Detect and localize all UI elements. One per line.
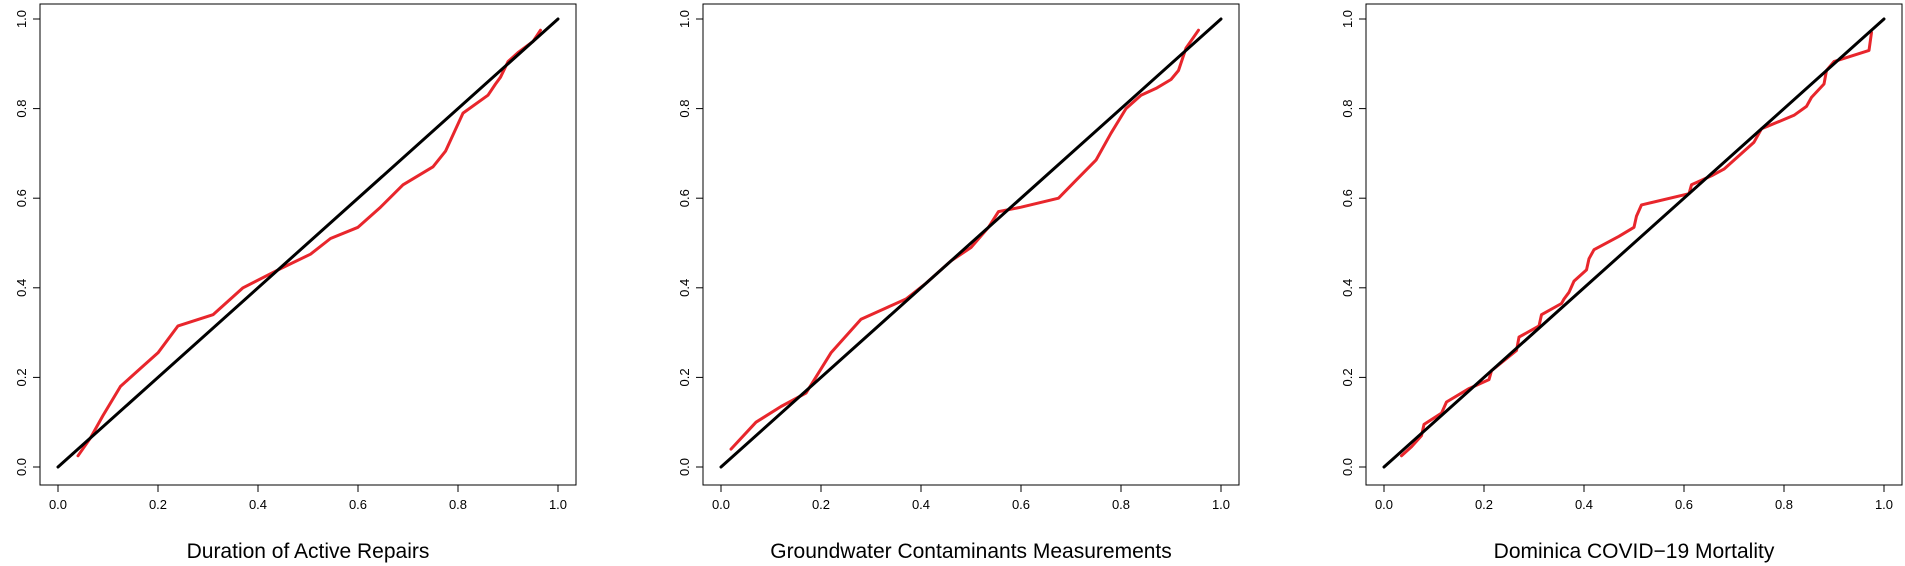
- x-tick-label: 0.4: [1575, 497, 1593, 512]
- x-axis-title: Duration of Active Repairs: [187, 540, 430, 563]
- x-tick-label: 0.2: [149, 497, 167, 512]
- series-reference-line: [56, 17, 560, 469]
- x-tick-label: 0.4: [912, 497, 930, 512]
- x-tick-label: 0.6: [349, 497, 367, 512]
- y-tick-label: 0.0: [14, 458, 29, 476]
- y-tick-label: 0.8: [677, 100, 692, 118]
- x-tick-label: 0.4: [249, 497, 267, 512]
- y-tick-label: 0.6: [677, 189, 692, 207]
- x-tick-label: 0.6: [1675, 497, 1693, 512]
- qq-panel-2: 0.0 0.2 0.4 0.6 0.8 1.0 0.0 0.2 0.4 0.6 0.8 1.0 Grou…: [677, 3, 1240, 563]
- y-tick-label: 0.2: [14, 368, 29, 386]
- x-tick-label: 0.2: [1475, 497, 1493, 512]
- plot-frame: [1365, 3, 1903, 486]
- y-tick-label: 0.4: [1340, 279, 1355, 297]
- series-reference-line: [1382, 17, 1886, 469]
- y-tick-label: 0.2: [677, 368, 692, 386]
- y-tick-label: 0.4: [677, 279, 692, 297]
- x-tick-label: 0.6: [1012, 497, 1030, 512]
- y-tick-label: 0.4: [14, 279, 29, 297]
- x-tick-label: 0.8: [449, 497, 467, 512]
- qq-panel-3: 0.0 0.2 0.4 0.6 0.8 1.0 0.0 0.2 0.4 0.6 0.8 1.0 Domi…: [1340, 3, 1903, 563]
- x-tick-label: 1.0: [1212, 497, 1230, 512]
- plot-frame: [39, 3, 577, 486]
- x-tick-label: 1.0: [1875, 497, 1893, 512]
- series-empirical-line: [1400, 30, 1873, 458]
- y-tick-label: 0.2: [1340, 368, 1355, 386]
- qq-panel-1: 0.0 0.2 0.4 0.6 0.8 1.0 0.0 0.2 0.4 0.6 0.8 1.0 Dura…: [14, 3, 577, 563]
- x-axis-title: Dominica COVID−19 Mortality: [1494, 540, 1775, 563]
- y-tick-label: 1.0: [677, 10, 692, 28]
- plot-frame: [702, 3, 1240, 486]
- y-tick-label: 0.6: [1340, 189, 1355, 207]
- x-tick-label: 1.0: [549, 497, 567, 512]
- x-tick-label: 0.2: [812, 497, 830, 512]
- y-tick-label: 1.0: [14, 10, 29, 28]
- y-tick-label: 0.0: [1340, 458, 1355, 476]
- x-tick-label: 0.8: [1112, 497, 1130, 512]
- y-tick-label: 1.0: [1340, 10, 1355, 28]
- y-tick-label: 0.6: [14, 189, 29, 207]
- series-empirical-line: [729, 28, 1200, 451]
- x-tick-label: 0.0: [49, 497, 67, 512]
- y-tick-label: 0.8: [1340, 100, 1355, 118]
- y-tick-label: 0.0: [677, 458, 692, 476]
- series-reference-line: [719, 17, 1223, 469]
- x-tick-label: 0.0: [712, 497, 730, 512]
- series-empirical-line: [76, 28, 542, 458]
- x-axis-title: Groundwater Contaminants Measurements: [770, 540, 1172, 563]
- x-tick-label: 0.0: [1375, 497, 1393, 512]
- y-tick-label: 0.8: [14, 100, 29, 118]
- x-tick-label: 0.8: [1775, 497, 1793, 512]
